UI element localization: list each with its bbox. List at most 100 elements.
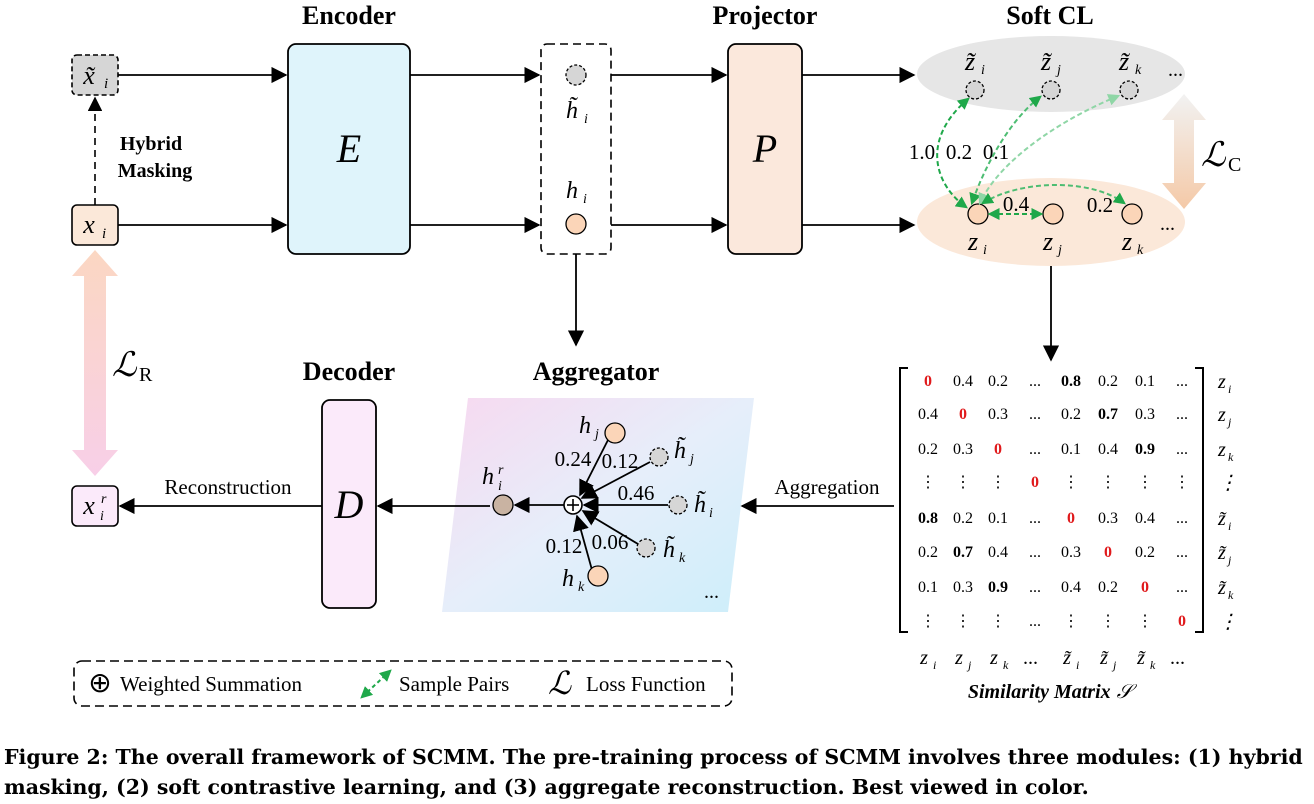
matrix-col-label-6: z̃ bbox=[1136, 647, 1146, 669]
matrix-cell-6-3: ... bbox=[1029, 579, 1041, 596]
matrix-cell-1-7: ... bbox=[1176, 406, 1188, 423]
matrix-cell-0-5: 0.2 bbox=[1098, 373, 1118, 390]
matrix-cell-3-2: ⋮ bbox=[990, 474, 1006, 491]
matrix-cell-5-3: ... bbox=[1029, 544, 1041, 561]
similarity-matrix: 0 0.4 0.2... 0.8 0.2 0.1 ... 0.4 0 0.3... 0.2 0.7 0.… bbox=[899, 367, 1238, 672]
matrix-row-label-3: ⋮ bbox=[1218, 472, 1238, 494]
matrix-cell-4-5: 0.3 bbox=[1098, 510, 1118, 527]
matrix-cell-3-1: ⋮ bbox=[955, 474, 971, 491]
reconstructed-sup: r bbox=[101, 492, 107, 507]
matrix-cell-3-7: ⋮ bbox=[1174, 474, 1190, 491]
arrow-masked-hk-to-sum bbox=[581, 510, 639, 545]
matrix-cell-6-5: 0.2 bbox=[1098, 579, 1118, 596]
aggregated-node bbox=[492, 494, 514, 516]
matrix-cell-1-5: 0.7 bbox=[1098, 406, 1118, 423]
reconstructed-symbol: x bbox=[82, 491, 95, 520]
matrix-cell-7-1: ⋮ bbox=[955, 613, 971, 630]
matrix-cell-4-7: ... bbox=[1176, 510, 1188, 527]
weight-hj: 0.24 bbox=[555, 447, 592, 471]
agg-masked-hi-sub: i bbox=[709, 506, 713, 521]
arrow-masked-hj-to-sum bbox=[580, 461, 651, 499]
matrix-cell-0-4: 0.8 bbox=[1061, 373, 1081, 390]
matrix-cell-5-7: ... bbox=[1176, 544, 1188, 561]
agg-hj-node bbox=[604, 422, 626, 444]
hybrid-label-2: Masking bbox=[118, 160, 192, 182]
agg-hk-node bbox=[587, 565, 609, 587]
legend-sample-pairs: Sample Pairs bbox=[399, 672, 509, 696]
matrix-cell-6-2: 0.9 bbox=[988, 579, 1008, 596]
matrix-row-label-sub-2: k bbox=[1228, 450, 1234, 464]
projector-symbol: P bbox=[752, 126, 777, 171]
agg-masked-hj-sub: j bbox=[688, 452, 694, 467]
matrix-row-label-7: ⋮ bbox=[1218, 611, 1238, 633]
matrix-cell-4-0: 0.8 bbox=[918, 510, 938, 527]
masked-input-node bbox=[71, 54, 119, 96]
matrix-cell-4-2: 0.1 bbox=[988, 510, 1008, 527]
z-k-symbol: z bbox=[1121, 227, 1132, 256]
matrix-cell-2-2: 0 bbox=[994, 441, 1002, 458]
matrix-cell-3-3: 0 bbox=[1031, 474, 1039, 491]
matrix-cell-3-6: ⋮ bbox=[1137, 474, 1153, 491]
matrix-cell-6-6: 0 bbox=[1141, 579, 1149, 596]
z-j-symbol: z bbox=[1042, 227, 1053, 256]
input-sub: i bbox=[102, 226, 106, 242]
weight-1-0: 1.0 bbox=[909, 140, 935, 164]
legend-plus-icon: ⊕ bbox=[88, 666, 111, 699]
matrix-row-label-sub-0: i bbox=[1228, 382, 1231, 396]
reconstruction-loss-sub: R bbox=[139, 364, 153, 386]
agg-masked-hi-node bbox=[668, 495, 688, 515]
matrix-row-label-sub-1: j bbox=[1226, 415, 1232, 429]
matrix-row-label-1: z bbox=[1217, 404, 1226, 426]
weight-0-1: 0.1 bbox=[983, 140, 1009, 164]
masked-z-k-symbol: z̃ bbox=[1118, 47, 1131, 76]
matrix-row-label-sub-6: k bbox=[1228, 588, 1234, 602]
weight-0-4: 0.4 bbox=[1003, 192, 1030, 216]
encoder-block bbox=[287, 43, 411, 255]
matrix-cell-6-0: 0.1 bbox=[918, 579, 938, 596]
framework-diagram: Encoder Projector Soft CL Decoder Aggreg… bbox=[71, 1, 1241, 707]
masked-z-i-sub: i bbox=[981, 63, 985, 78]
z-i-sub: i bbox=[983, 243, 987, 258]
weight-masked-hi: 0.46 bbox=[618, 481, 655, 505]
soft-cl-title: Soft CL bbox=[1006, 1, 1093, 30]
matrix-cell-7-6: ⋮ bbox=[1137, 613, 1153, 630]
agg-hj-sub: j bbox=[593, 427, 599, 442]
matrix-cell-4-3: ... bbox=[1029, 510, 1041, 527]
legend-box bbox=[73, 660, 733, 707]
input-symbol: x bbox=[82, 210, 95, 239]
agg-masked-hk-node bbox=[636, 538, 656, 558]
matrix-left-bracket bbox=[899, 367, 908, 633]
matrix-cell-0-7: ... bbox=[1176, 373, 1188, 390]
masked-embedding-node bbox=[565, 64, 587, 86]
weight-masked-hk: 0.06 bbox=[592, 530, 629, 554]
embedding-node bbox=[565, 213, 587, 235]
projector-block bbox=[727, 43, 803, 255]
matrix-col-label-sub-2: k bbox=[1003, 658, 1009, 672]
masked-input-sub: i bbox=[104, 76, 108, 92]
matrix-col-label-7: ... bbox=[1171, 647, 1186, 669]
figure-caption: Figure 2: The overall framework of SCMM.… bbox=[4, 745, 1303, 799]
masked-z-i-node bbox=[965, 80, 985, 100]
weight-masked-hj: 0.12 bbox=[602, 449, 639, 473]
legend-loss-icon: ℒ bbox=[548, 665, 572, 701]
legend-sample-pairs-icon bbox=[360, 669, 392, 699]
arrow-hk-to-sum bbox=[573, 514, 593, 571]
reconstruction-loss-arrow bbox=[72, 250, 118, 476]
matrix-cell-5-2: 0.4 bbox=[988, 544, 1008, 561]
legend-loss-function: Loss Function bbox=[586, 672, 706, 696]
masked-z-j-sub: j bbox=[1055, 63, 1061, 78]
matrix-cell-0-1: 0.4 bbox=[953, 373, 973, 390]
pair-arrow-zi-masked-zj bbox=[969, 95, 1042, 206]
matrix-row-label-sub-4: i bbox=[1228, 519, 1231, 533]
masked-z-group: z̃ i z̃ j z̃ k ... bbox=[964, 47, 1183, 100]
contrastive-loss-symbol: ℒ bbox=[1201, 137, 1227, 174]
decoder-title: Decoder bbox=[303, 357, 395, 386]
z-k-node bbox=[1121, 203, 1143, 225]
hybrid-label-1: Hybrid bbox=[120, 133, 182, 155]
weight-0-2-right: 0.2 bbox=[1087, 193, 1113, 217]
masked-z-k-node bbox=[1119, 80, 1139, 100]
matrix-col-label-0: z bbox=[919, 647, 928, 669]
matrix-cell-2-4: 0.1 bbox=[1061, 441, 1081, 458]
embedding-sub: i bbox=[583, 192, 587, 207]
agg-masked-hk-symbol: h̃ bbox=[663, 535, 675, 563]
